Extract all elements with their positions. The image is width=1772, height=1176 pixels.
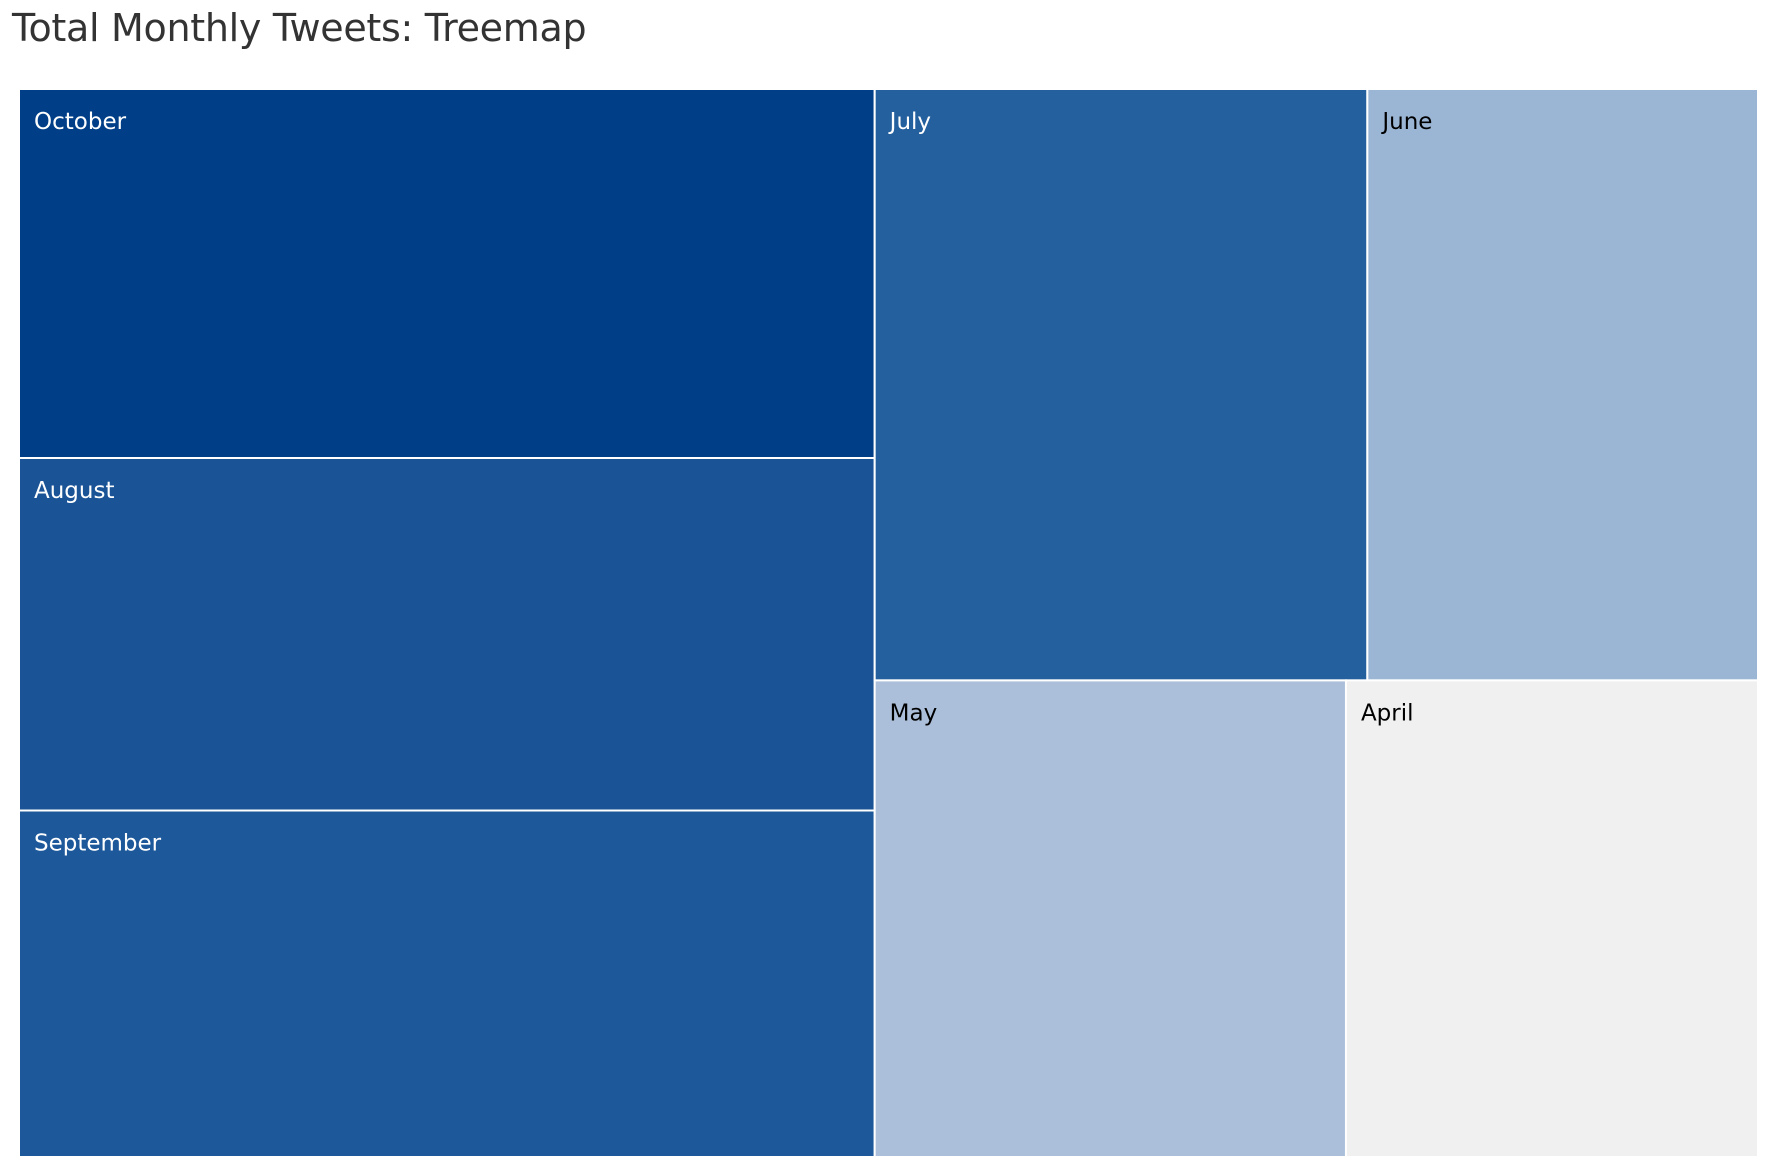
- tile-april[interactable]: April: [1344, 679, 1758, 1157]
- tile-rect-july[interactable]: [873, 89, 1369, 682]
- tile-september[interactable]: September: [19, 809, 876, 1158]
- tile-june[interactable]: June: [1366, 89, 1758, 682]
- tile-rect-june[interactable]: [1366, 89, 1758, 682]
- tile-july[interactable]: July: [873, 89, 1369, 682]
- chart-title: Total Monthly Tweets: Treemap: [12, 6, 587, 50]
- tile-may[interactable]: May: [873, 679, 1347, 1157]
- tile-rect-august[interactable]: [19, 457, 876, 812]
- tile-rect-may[interactable]: [873, 679, 1347, 1157]
- tile-label-september: September: [34, 831, 162, 857]
- tile-rect-october[interactable]: [19, 89, 876, 459]
- tile-october[interactable]: October: [19, 89, 876, 459]
- tile-label-june: June: [1380, 109, 1432, 135]
- tile-label-april: April: [1361, 700, 1414, 726]
- tile-rect-april[interactable]: [1344, 679, 1758, 1157]
- tile-rect-september[interactable]: [19, 809, 876, 1158]
- tile-label-july: July: [888, 109, 931, 135]
- treemap-chart: October August September July June May April: [19, 89, 1758, 1157]
- tile-label-october: October: [34, 109, 127, 135]
- tile-august[interactable]: August: [19, 457, 876, 812]
- tile-label-august: August: [34, 478, 115, 504]
- tile-label-may: May: [890, 700, 938, 726]
